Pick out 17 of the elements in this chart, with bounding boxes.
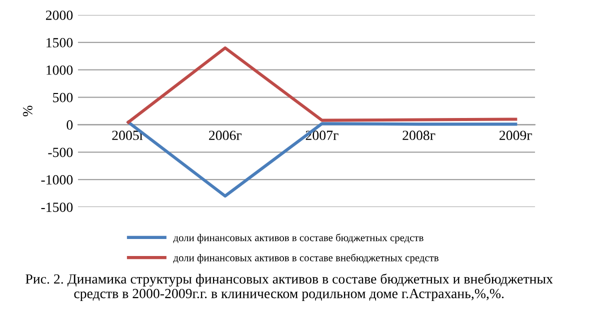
x-tick-label: 2006г	[209, 130, 242, 140]
y-tick-label: 1000	[46, 65, 73, 75]
y-tick-label: -1000	[41, 175, 73, 185]
y-tick-label: 500	[53, 92, 73, 102]
y-tick-label: 0	[66, 120, 73, 130]
y-axis-title: %	[22, 106, 32, 116]
line-series	[126, 46, 518, 124]
x-tick-label: 2008г	[402, 130, 436, 140]
legend-label: доли финансовых активов в составе бюджетных средств	[173, 234, 424, 244]
text: Рис. 2. Динамика структуры финансовых активов в составе бюджетных и внебюджетных средств в 2000-2009г.г. в клиническом родильном доме г.Астрахань,%,%.	[26, 274, 553, 302]
y-tick-label: -500	[48, 148, 73, 158]
y-tick-label: 1500	[46, 38, 73, 48]
y-tick-label: -1500	[41, 202, 73, 212]
x-tick-label: 2005г	[112, 130, 145, 140]
x-tick-label: 2009г	[500, 130, 532, 140]
y-tick-label: 2000	[46, 10, 73, 20]
legend-label: доли финансовых активов в составе внебюджетных средств	[173, 254, 438, 264]
